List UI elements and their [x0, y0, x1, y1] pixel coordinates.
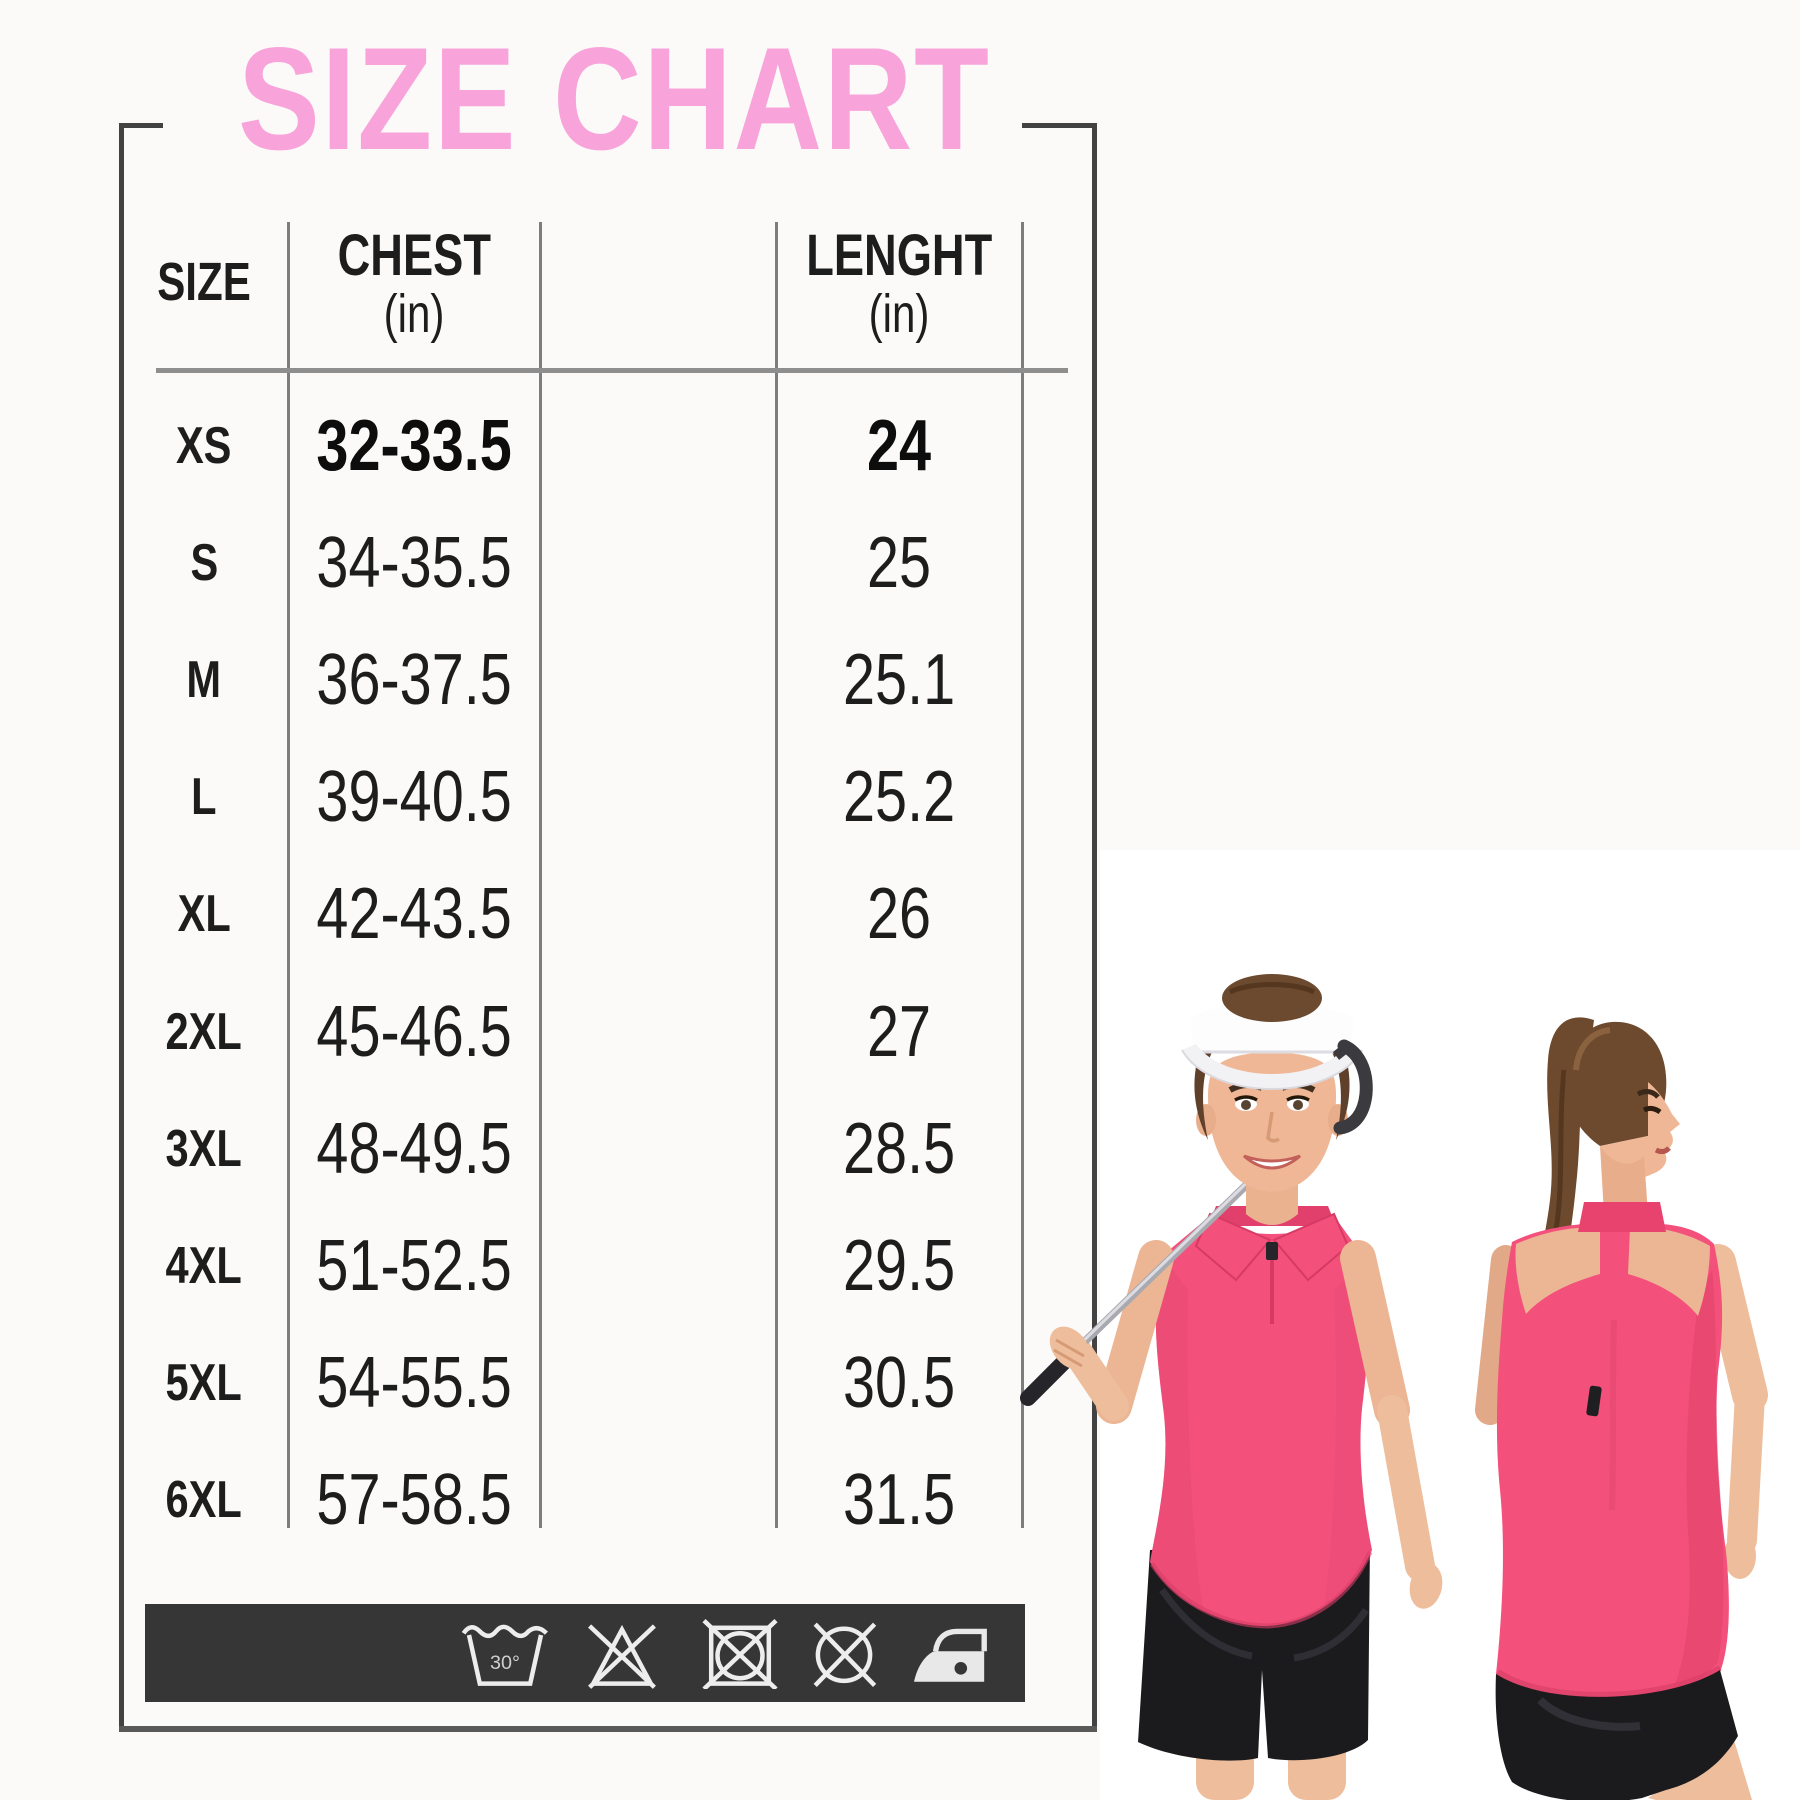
length-cell: 25.2 [842, 757, 956, 838]
iron-icon [905, 1617, 995, 1689]
table-row: 4XL 51-52.5 29.5 [120, 1207, 1095, 1324]
models-photo [900, 850, 1800, 1800]
hair-bun [1222, 974, 1322, 1022]
size-cell: 6XL [165, 1471, 243, 1530]
length-cell: 29.5 [842, 1226, 956, 1307]
frame-border-top-right [1022, 123, 1097, 128]
header-chest-unit: (in) [383, 284, 445, 344]
frame-border-bottom [119, 1726, 1097, 1732]
table-row: XL 42-43.5 26 [120, 856, 1095, 973]
size-cell: 4XL [165, 1237, 243, 1296]
golf-club-head [1332, 1039, 1373, 1135]
header-chest: CHEST (in) [288, 225, 540, 345]
size-cell: S [190, 533, 218, 592]
table-row: 5XL 54-55.5 30.5 [120, 1325, 1095, 1442]
table-row: S 34-35.5 25 [120, 504, 1095, 621]
do-not-tumble-dry-icon [695, 1617, 785, 1689]
size-cell: 5XL [165, 1354, 243, 1413]
column-divider [775, 222, 778, 1528]
frame-border-top-left [119, 123, 163, 128]
chest-cell: 39-40.5 [316, 757, 512, 838]
visor [1181, 1001, 1363, 1090]
length-cell: 31.5 [842, 1460, 956, 1541]
length-cell: 24 [866, 405, 932, 486]
shorts-back [1495, 1670, 1738, 1800]
care-symbols-bar: 30° [145, 1604, 1025, 1702]
svg-text:30°: 30° [490, 1652, 520, 1674]
chest-cell: 54-55.5 [316, 1343, 512, 1424]
frame-border-right [1092, 123, 1097, 1732]
column-divider [1021, 222, 1024, 1528]
collar-right [1272, 1212, 1350, 1282]
table-row: 3XL 48-49.5 28.5 [120, 1090, 1095, 1207]
header-divider [156, 368, 1068, 373]
chest-cell: 42-43.5 [316, 874, 512, 955]
length-cell: 25 [866, 522, 932, 603]
length-cell: 30.5 [842, 1343, 956, 1424]
header-size-label: SIZE [157, 252, 251, 312]
do-not-bleach-icon [577, 1617, 667, 1689]
size-cell: 3XL [165, 1119, 243, 1178]
collar-back [1578, 1202, 1666, 1232]
wash-30-icon: 30° [460, 1617, 550, 1689]
chest-cell: 51-52.5 [316, 1226, 512, 1307]
do-not-dry-clean-icon [799, 1617, 889, 1689]
length-cell: 28.5 [842, 1108, 956, 1189]
chest-cell: 36-37.5 [316, 640, 512, 720]
header-length: LENGHT (in) [776, 225, 1022, 345]
length-cell: 25.1 [842, 640, 956, 720]
face-profile [1600, 1082, 1680, 1179]
collar-left [1194, 1212, 1272, 1282]
zipper-tag [1586, 1385, 1602, 1417]
chest-cell: 48-49.5 [316, 1108, 512, 1189]
chest-cell: 32-33.5 [316, 405, 512, 486]
column-divider [287, 222, 290, 1528]
table-row: 6XL 57-58.5 31.5 [120, 1442, 1095, 1559]
size-cell: XS [176, 416, 232, 475]
header-chest-label: CHEST [337, 223, 491, 288]
table-row: 2XL 45-46.5 27 [120, 973, 1095, 1090]
length-cell: 27 [866, 991, 932, 1072]
polo-front [1150, 1216, 1372, 1626]
size-cell: L [191, 768, 217, 827]
table-row: XS 32-33.5 24 [120, 387, 1095, 504]
size-cell: M [186, 651, 222, 709]
chest-cell: 57-58.5 [316, 1460, 512, 1541]
header-length-label: LENGHT [806, 223, 992, 288]
table-row: L 39-40.5 25.2 [120, 739, 1095, 856]
page-title: SIZE CHART [238, 17, 991, 180]
size-cell: 2XL [165, 1002, 243, 1061]
header-length-unit: (in) [868, 284, 930, 344]
column-divider [539, 222, 542, 1528]
frame-border-left [119, 123, 124, 1732]
size-table: XS 32-33.5 24 S 34-35.5 25 M 36-37.5 25.… [120, 387, 1095, 1559]
back-model-illustration [1475, 1017, 1768, 1800]
table-row: M 36-37.5 25.1 [120, 621, 1095, 738]
size-cell: XL [177, 885, 231, 944]
length-cell: 26 [866, 874, 932, 955]
front-model-illustration [1020, 974, 1443, 1800]
header-size: SIZE [120, 251, 288, 313]
chest-cell: 34-35.5 [316, 522, 512, 603]
chest-cell: 45-46.5 [316, 991, 512, 1072]
